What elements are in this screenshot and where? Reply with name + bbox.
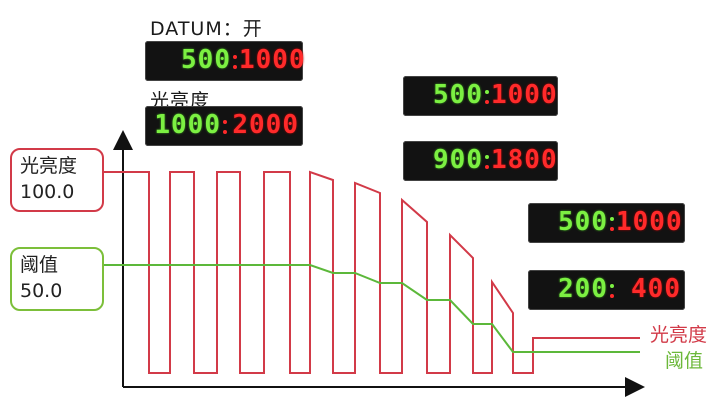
display-1-red-value: 1000	[239, 45, 306, 75]
display-1-green-value: 500	[181, 45, 231, 75]
display-3-green-value: 500	[433, 80, 483, 110]
display-3: 500 1000	[403, 76, 558, 116]
legend-brightness: 光亮度	[650, 324, 708, 346]
display-6-green-value: 200	[558, 274, 608, 304]
display-3-red-value: 1000	[491, 80, 558, 110]
brightness-line	[123, 170, 640, 374]
display-4-red-value: 1800	[491, 145, 558, 175]
threshold-callout-title: 阈值	[20, 254, 59, 276]
display-6: 200 400	[528, 270, 685, 310]
display-2-red-value: 2000	[232, 110, 299, 140]
display-5-red-value: 1000	[616, 207, 683, 237]
brightness-callout-title: 光亮度	[20, 155, 78, 177]
datum-label: DATUM：开	[150, 18, 263, 40]
display-5: 500 1000	[528, 203, 685, 243]
threshold-callout: 阈值 50.0	[10, 247, 104, 311]
display-5-green-value: 500	[558, 207, 608, 237]
legend-threshold: 阈值	[665, 350, 704, 372]
display-6-red-value: 400	[631, 274, 681, 304]
display-2: 1000 2000	[145, 106, 303, 146]
brightness-callout-value: 100.0	[20, 181, 75, 203]
display-4-green-value: 900	[433, 145, 483, 175]
threshold-line	[123, 264, 640, 353]
brightness-callout: 光亮度 100.0	[10, 148, 104, 212]
threshold-callout-value: 50.0	[20, 280, 63, 302]
display-2-green-value: 1000	[154, 110, 221, 140]
display-1: 500 1000	[145, 41, 306, 81]
display-4: 900 1800	[403, 141, 558, 181]
